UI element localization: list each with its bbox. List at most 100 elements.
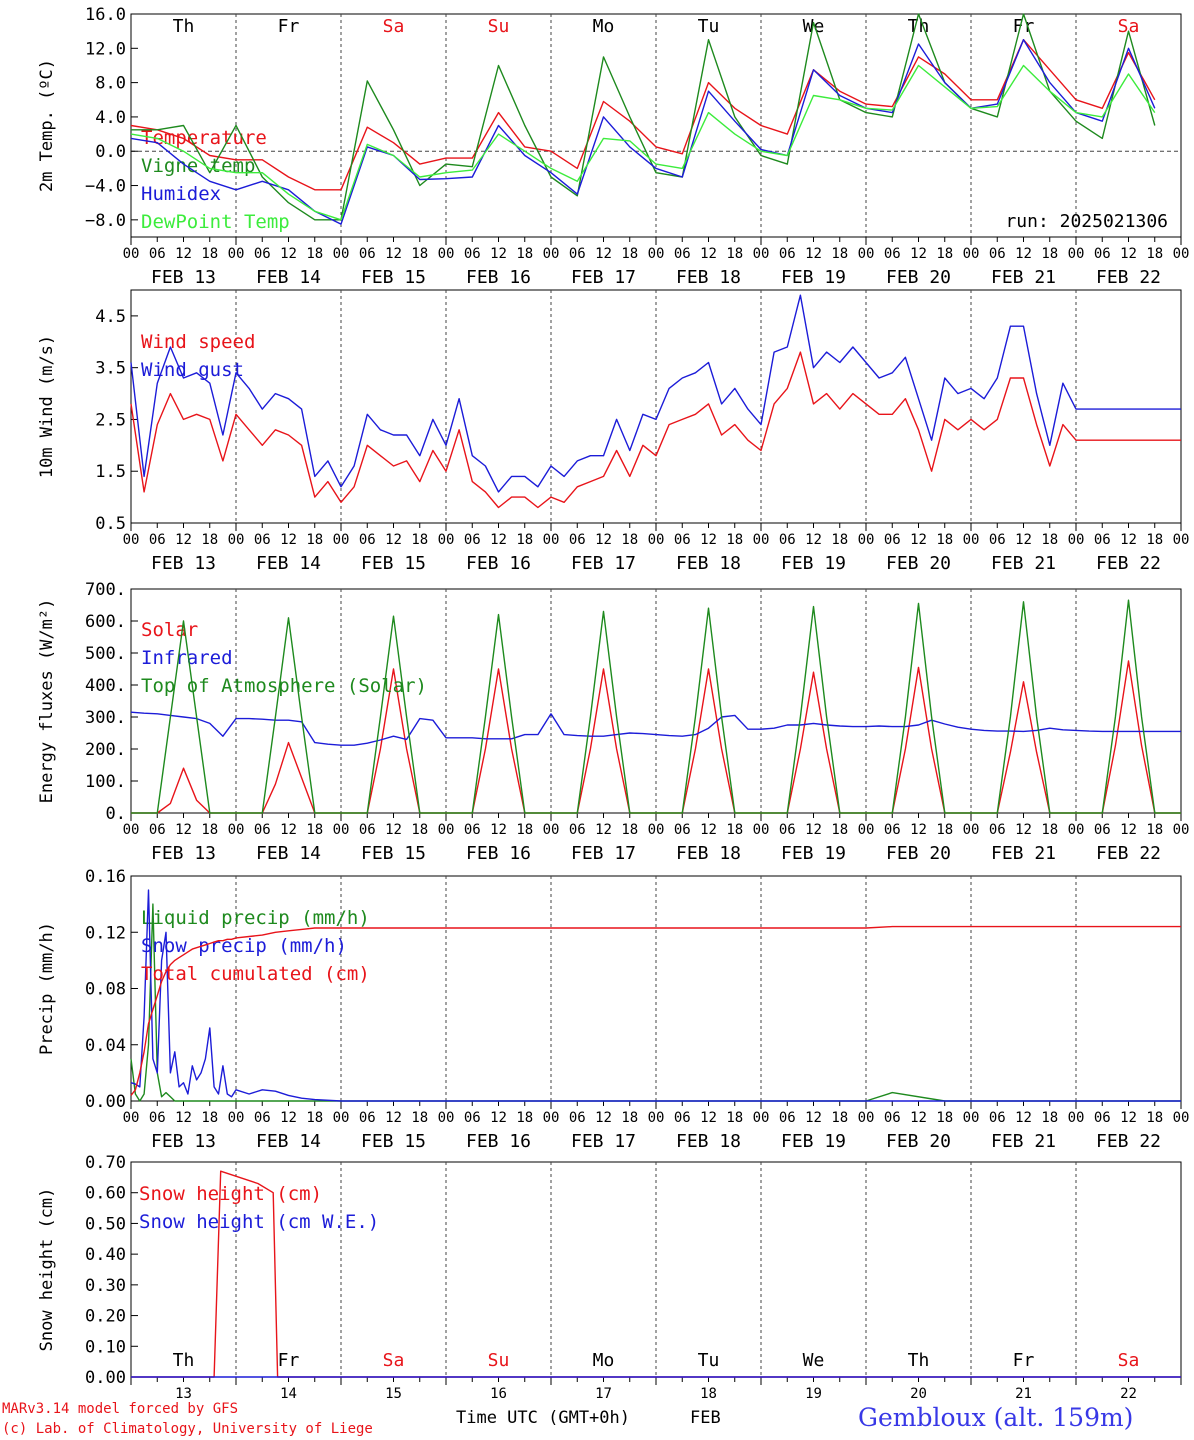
x-hour-label: 06 (464, 822, 481, 838)
x-hour-label: 12 (280, 532, 297, 548)
day-name-label: Mo (593, 1350, 615, 1371)
series-line-total-cumulated-cm- (130, 925, 1181, 1096)
x-hour-label: 06 (1094, 1110, 1111, 1126)
x-day-number: 19 (805, 1386, 822, 1402)
x-date-label: FEB 15 (361, 553, 426, 574)
y-tick-label: 0.60 (85, 1184, 126, 1204)
plot-frame (130, 13, 1182, 238)
x-date-label: FEB 13 (151, 843, 216, 864)
x-hour-label: 18 (1041, 246, 1058, 262)
x-hour-label: 06 (1094, 822, 1111, 838)
run-annotation: run: 2025021306 (1005, 211, 1168, 232)
x-hour-label: 06 (149, 532, 166, 548)
x-hour-label: 00 (333, 822, 350, 838)
x-hour-label: 00 (1068, 1110, 1085, 1126)
x-hour-label: 12 (700, 532, 717, 548)
x-hour-label: 18 (306, 532, 323, 548)
x-hour-label: 12 (595, 532, 612, 548)
x-hour-label: 06 (569, 822, 586, 838)
x-hour-label: 12 (490, 822, 507, 838)
x-hour-label: 18 (726, 246, 743, 262)
y-tick-label: 0.40 (85, 1245, 126, 1265)
x-date-label: FEB 16 (466, 553, 531, 574)
x-hour-label: 06 (254, 246, 271, 262)
x-hour-label: 18 (516, 246, 533, 262)
x-hour-label: 00 (438, 822, 455, 838)
x-hour-label: 12 (175, 532, 192, 548)
x-hour-label: 06 (359, 1110, 376, 1126)
x-hour-label: 06 (989, 532, 1006, 548)
x-hour-label: 12 (595, 1110, 612, 1126)
x-hour-label: 06 (149, 246, 166, 262)
x-hour-label: 06 (779, 246, 796, 262)
panel-5: 0.70 0.60 0.50 0.40 0.30 0.20 0.10 0.00 Snow hei… (37, 1153, 1182, 1402)
x-hour-label: 12 (1120, 532, 1137, 548)
y-tick-label: 500. (85, 644, 126, 664)
legend-entry: Total cumulated (cm) (141, 963, 370, 985)
day-name-label: Sa (383, 1350, 405, 1371)
x-hour-label: 12 (490, 246, 507, 262)
x-hour-label: 12 (910, 246, 927, 262)
panel-1: 16.0 12.0 8.0 4.0 0.0 −4.0 −8.0 2m Temp. (ºC) 00… (37, 5, 1189, 288)
x-hour-label: 18 (1146, 532, 1163, 548)
y-axis-label: Snow height (cm) (37, 1188, 57, 1352)
x-hour-label: 18 (1041, 1110, 1058, 1126)
x-date-label: FEB 22 (1096, 553, 1161, 574)
x-date-label: FEB 18 (676, 843, 741, 864)
legend-entry: Temperature (141, 127, 267, 149)
y-tick-label: 8.0 (95, 74, 126, 94)
x-hour-label: 18 (1041, 822, 1058, 838)
x-hour-label: 00 (438, 532, 455, 548)
x-hour-label: 00 (963, 1110, 980, 1126)
x-hour-label: 00 (1173, 532, 1190, 548)
x-hour-label: 18 (201, 532, 218, 548)
x-hour-label: 18 (201, 1110, 218, 1126)
y-tick-label: 0.10 (85, 1337, 126, 1357)
x-date-label: FEB 15 (361, 843, 426, 864)
day-name-label: Mo (593, 16, 615, 37)
day-name-label: Fr (278, 16, 300, 37)
x-date-label: FEB 14 (256, 1131, 321, 1152)
x-hour-label: 00 (123, 822, 140, 838)
x-hour-label: 00 (753, 246, 770, 262)
x-date-label: FEB 18 (676, 553, 741, 574)
x-hour-label: 18 (306, 1110, 323, 1126)
day-name-label: We (803, 1350, 825, 1371)
x-hour-label: 12 (1015, 246, 1032, 262)
x-day-number: 22 (1120, 1386, 1137, 1402)
y-tick-label: −4.0 (85, 177, 126, 197)
x-hour-label: 06 (359, 532, 376, 548)
x-hour-label: 12 (595, 822, 612, 838)
day-name-label: Fr (1013, 1350, 1035, 1371)
x-hour-label: 00 (228, 1110, 245, 1126)
x-hour-label: 18 (516, 822, 533, 838)
x-hour-label: 00 (963, 532, 980, 548)
x-date-label: FEB 14 (256, 267, 321, 288)
series-line-temperature (130, 39, 1156, 191)
x-hour-label: 12 (280, 1110, 297, 1126)
y-tick-label: 0.12 (85, 923, 126, 943)
x-hour-label: 00 (438, 246, 455, 262)
x-hour-label: 12 (700, 1110, 717, 1126)
series-line-top-of-atmosphere-solar- (131, 599, 1181, 814)
x-hour-label: 12 (385, 532, 402, 548)
x-date-label: FEB 13 (151, 1131, 216, 1152)
y-tick-label: 1.5 (95, 462, 126, 482)
x-hour-label: 00 (1173, 1110, 1190, 1126)
x-hour-label: 18 (831, 532, 848, 548)
x-hour-label: 12 (910, 1110, 927, 1126)
y-tick-label: 16.0 (85, 5, 126, 25)
x-hour-label: 00 (753, 1110, 770, 1126)
x-date-label: FEB 19 (781, 843, 846, 864)
x-date-label: FEB 21 (991, 553, 1056, 574)
legend-entry: Snow height (cm) (139, 1183, 322, 1205)
y-tick-label: 12.0 (85, 39, 126, 59)
series-line-dewpoint-temp (130, 64, 1156, 221)
x-date-label: FEB 16 (466, 843, 531, 864)
x-hour-label: 12 (1015, 532, 1032, 548)
x-hour-label: 12 (595, 246, 612, 262)
x-hour-label: 18 (411, 822, 428, 838)
y-tick-label: 0.5 (95, 514, 126, 534)
y-tick-label: 0.70 (85, 1153, 126, 1173)
y-tick-label: 0.20 (85, 1307, 126, 1327)
